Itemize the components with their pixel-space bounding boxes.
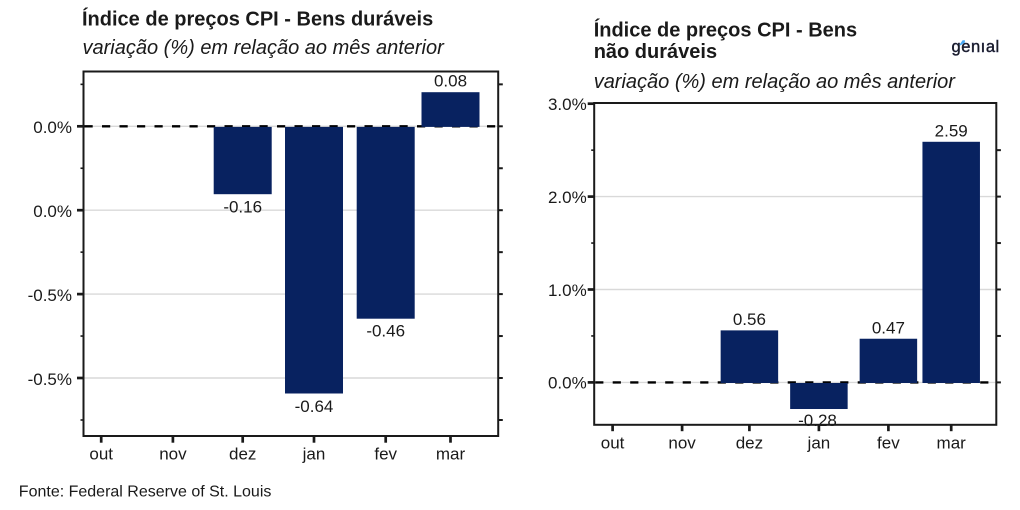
svg-text:1.0%: 1.0% <box>548 281 587 300</box>
svg-text:fev: fev <box>877 433 900 452</box>
svg-text:3.0%: 3.0% <box>548 95 587 114</box>
svg-text:mar: mar <box>937 433 967 452</box>
svg-text:-0.46: -0.46 <box>366 321 405 340</box>
svg-text:genıal: genıal <box>952 38 1000 56</box>
svg-text:out: out <box>89 444 113 463</box>
svg-text:variação (%) em relação ao mês: variação (%) em relação ao mês anterior <box>83 37 446 59</box>
svg-text:-0.5%: -0.5% <box>28 286 72 305</box>
svg-text:não duráveis: não duráveis <box>594 41 717 63</box>
svg-text:0.0%: 0.0% <box>33 202 72 221</box>
svg-text:fev: fev <box>374 444 397 463</box>
svg-text:jan: jan <box>807 433 831 452</box>
svg-text:nov: nov <box>668 433 696 452</box>
svg-text:2.59: 2.59 <box>935 121 968 140</box>
svg-text:dez: dez <box>229 444 256 463</box>
svg-text:out: out <box>601 433 625 452</box>
svg-text:Índice de preços CPI - Bens du: Índice de preços CPI - Bens duráveis <box>82 8 433 31</box>
svg-text:-0.64: -0.64 <box>295 397 334 416</box>
svg-text:0.0%: 0.0% <box>33 118 72 137</box>
svg-text:mar: mar <box>436 444 466 463</box>
svg-text:2.0%: 2.0% <box>548 188 587 207</box>
svg-text:Índice de preços CPI - Bens: Índice de preços CPI - Bens <box>594 19 857 42</box>
svg-text:Fonte: Federal Reserve of St.: Fonte: Federal Reserve of St. Louis <box>19 483 272 500</box>
svg-text:0.47: 0.47 <box>872 318 905 337</box>
svg-text:variação (%) em relação ao mês: variação (%) em relação ao mês anterior <box>594 71 957 93</box>
svg-text:nov: nov <box>159 444 187 463</box>
svg-text:-0.28: -0.28 <box>798 411 837 430</box>
svg-text:-0.16: -0.16 <box>223 197 262 216</box>
svg-text:dez: dez <box>736 433 763 452</box>
svg-text:jan: jan <box>302 444 326 463</box>
svg-text:0.0%: 0.0% <box>548 374 587 393</box>
svg-text:0.56: 0.56 <box>733 310 766 329</box>
svg-text:-0.5%: -0.5% <box>28 370 72 389</box>
svg-text:0.08: 0.08 <box>434 71 467 90</box>
